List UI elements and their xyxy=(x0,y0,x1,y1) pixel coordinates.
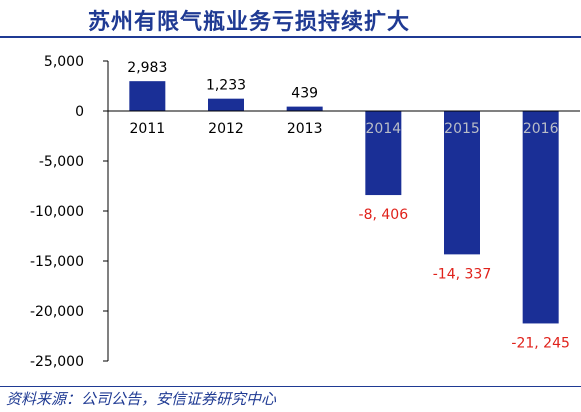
y-tick-label: -25,000 xyxy=(30,354,84,370)
data-label: -21, 245 xyxy=(511,335,570,351)
bar xyxy=(286,106,323,111)
bar-chart: 5,000 0 -5,000 -10,000 -15,000 -20,000 -25,000… xyxy=(30,54,580,370)
y-tick-label: -20,000 xyxy=(30,304,84,320)
bar xyxy=(129,81,166,111)
data-label: 2,983 xyxy=(127,60,167,76)
x-tick-label: 2011 xyxy=(130,121,166,137)
y-tick-label: 5,000 xyxy=(44,54,84,70)
y-tick-label: -15,000 xyxy=(30,254,84,270)
bar xyxy=(444,111,480,255)
x-tick-label: 2016 xyxy=(523,121,559,137)
data-label: 439 xyxy=(291,86,318,102)
footer-divider xyxy=(0,386,581,387)
data-label: -14, 337 xyxy=(433,266,492,282)
chart-title: 苏州有限气瓶业务亏损持续扩大 xyxy=(88,9,411,35)
y-tick-label: -10,000 xyxy=(30,204,84,220)
source-note: 资料来源：公司公告，安信证券研究中心 xyxy=(6,390,277,408)
y-tick-label: -5,000 xyxy=(39,154,84,170)
y-tick-label: 0 xyxy=(75,104,84,120)
x-tick-label: 2015 xyxy=(444,121,480,137)
x-tick-label: 2013 xyxy=(287,121,323,137)
title-divider xyxy=(0,36,581,38)
x-tick-label: 2012 xyxy=(208,121,244,137)
bar xyxy=(522,111,559,324)
x-tick-label: 2014 xyxy=(366,121,402,137)
bar xyxy=(208,98,244,111)
bar xyxy=(365,111,402,196)
data-label: -8, 406 xyxy=(359,207,409,223)
data-label: 1,233 xyxy=(206,78,246,94)
